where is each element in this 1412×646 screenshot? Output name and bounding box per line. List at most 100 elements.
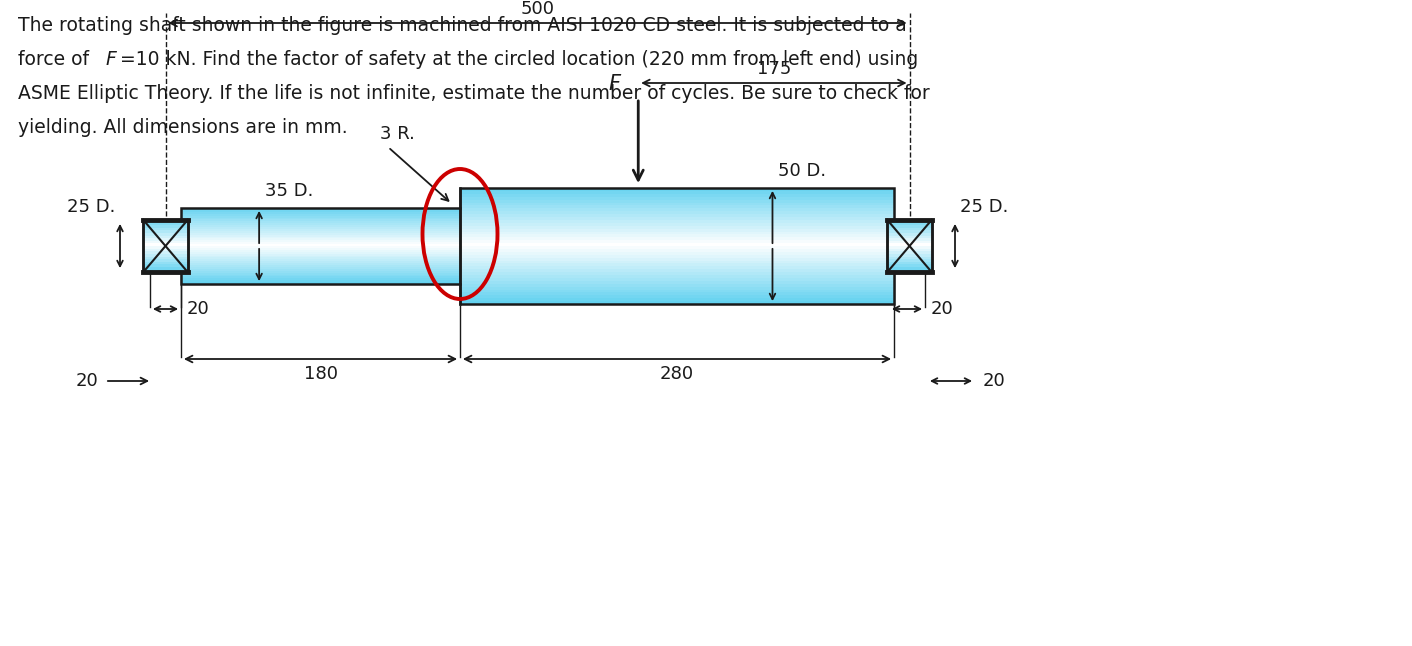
Bar <box>887 222 932 225</box>
Bar <box>887 225 932 227</box>
Bar <box>181 213 460 216</box>
Bar <box>460 295 894 298</box>
Bar <box>460 251 894 255</box>
Bar <box>887 256 932 259</box>
Bar <box>181 257 460 259</box>
Bar <box>181 207 460 210</box>
Text: 500: 500 <box>521 0 555 18</box>
Bar <box>460 254 894 258</box>
Bar <box>887 243 932 246</box>
Bar <box>181 272 460 275</box>
Bar <box>460 266 894 269</box>
Bar <box>181 211 460 214</box>
Bar <box>887 248 932 251</box>
Bar <box>143 248 188 251</box>
Bar <box>460 222 894 225</box>
Bar <box>887 264 932 267</box>
Text: force of: force of <box>18 50 95 69</box>
Text: 3 R.: 3 R. <box>380 125 415 143</box>
Bar <box>181 231 460 233</box>
Bar <box>460 298 894 301</box>
Bar <box>460 292 894 295</box>
Bar <box>181 251 460 254</box>
Bar <box>887 233 932 236</box>
Bar <box>143 256 188 259</box>
Bar <box>181 209 460 212</box>
Bar <box>887 240 932 244</box>
Bar <box>887 269 932 272</box>
Bar <box>143 258 188 262</box>
Bar <box>460 243 894 246</box>
Bar <box>181 274 460 276</box>
Bar <box>460 202 894 205</box>
Text: 180: 180 <box>304 365 337 383</box>
Bar <box>460 249 894 252</box>
Bar <box>460 231 894 234</box>
Bar <box>460 260 894 264</box>
Bar <box>887 220 932 272</box>
Bar <box>181 282 460 284</box>
Bar <box>181 223 460 225</box>
Bar <box>181 225 460 227</box>
Bar <box>181 244 460 246</box>
Bar <box>181 221 460 224</box>
Bar <box>460 205 894 208</box>
Bar <box>181 249 460 252</box>
Text: 20: 20 <box>75 372 97 390</box>
Bar <box>143 233 188 236</box>
Bar <box>460 269 894 272</box>
Text: =10 kN. Find the factor of safety at the circled location (220 mm from left end): =10 kN. Find the factor of safety at the… <box>120 50 918 69</box>
Text: yielding. All dimensions are in mm.: yielding. All dimensions are in mm. <box>18 118 347 137</box>
Bar <box>143 227 188 230</box>
Text: 20: 20 <box>983 372 1005 390</box>
Bar <box>460 286 894 289</box>
Bar <box>460 196 894 200</box>
Bar <box>460 289 894 293</box>
Bar <box>460 263 894 266</box>
Bar <box>887 253 932 256</box>
Bar <box>181 255 460 257</box>
Bar <box>460 214 894 217</box>
Bar <box>143 220 188 272</box>
Bar <box>143 225 188 227</box>
Bar <box>181 259 460 261</box>
Bar <box>460 234 894 237</box>
Bar <box>460 193 894 196</box>
Bar <box>181 266 460 269</box>
Text: The rotating shaft shown in the figure is machined from AISI 1020 CD steel. It i: The rotating shaft shown in the figure i… <box>18 16 907 35</box>
Bar <box>460 245 894 249</box>
Bar <box>181 261 460 263</box>
Text: $\mathit{F}$: $\mathit{F}$ <box>104 50 119 69</box>
Bar <box>181 234 460 236</box>
Bar <box>460 275 894 278</box>
Bar <box>460 300 894 304</box>
Bar <box>181 219 460 222</box>
Bar <box>887 219 932 222</box>
Bar <box>887 220 932 272</box>
Bar <box>887 235 932 238</box>
Bar <box>460 240 894 243</box>
Bar <box>460 199 894 202</box>
Bar <box>143 253 188 256</box>
Bar <box>181 263 460 265</box>
Bar <box>181 278 460 280</box>
Text: $F$: $F$ <box>609 74 623 94</box>
Bar <box>460 225 894 229</box>
Bar <box>887 238 932 241</box>
Bar <box>181 245 460 248</box>
Bar <box>181 217 460 220</box>
Bar <box>887 230 932 233</box>
Bar <box>143 264 188 267</box>
Bar <box>460 187 894 191</box>
Bar <box>143 220 188 272</box>
Bar <box>181 280 460 282</box>
Bar <box>181 264 460 267</box>
Bar <box>181 268 460 271</box>
Bar <box>143 230 188 233</box>
Bar <box>181 215 460 218</box>
Bar <box>460 211 894 214</box>
Bar <box>181 227 460 229</box>
Bar <box>887 258 932 262</box>
Text: 25 D.: 25 D. <box>960 198 1008 216</box>
Bar <box>143 235 188 238</box>
